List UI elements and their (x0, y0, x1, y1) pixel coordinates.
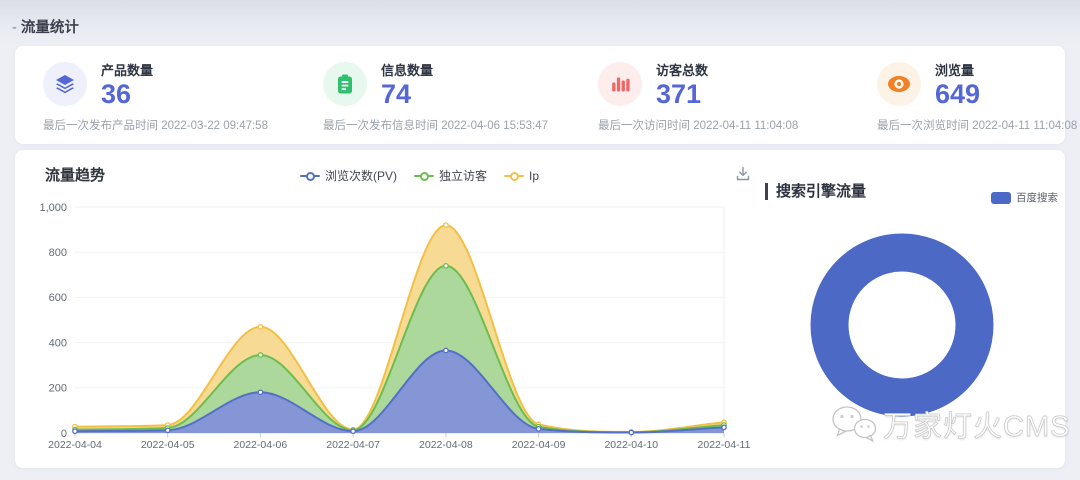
stat-subtitle: 最后一次发布信息时间 2022-04-06 15:53:47 (323, 120, 548, 133)
svg-text:400: 400 (49, 337, 67, 349)
eye-icon (877, 62, 921, 107)
line-marker-icon (504, 171, 525, 181)
stat-label: 产品数量 (101, 63, 154, 78)
legend-item-uv[interactable]: 独立访客 (414, 167, 487, 184)
trend-area-chart[interactable]: 0 200 400 600 800 1,000 2022-04-04 2022-04-05 20… (15, 150, 760, 462)
stat-label: 浏览量 (935, 63, 975, 78)
stat-value: 371 (656, 79, 702, 109)
stat-label: 信息数量 (381, 63, 434, 78)
clipboard-icon (323, 62, 367, 107)
svg-text:1,000: 1,000 (39, 202, 67, 214)
svg-text:2022-04-10: 2022-04-10 (604, 439, 658, 451)
top-gradient-bar (0, 0, 1080, 46)
line-marker-icon (300, 171, 320, 181)
stat-label: 访客总数 (656, 63, 709, 78)
stat-card-pageviews: 浏览量 649 最后一次浏览时间 2022-04-11 11:04:08 (877, 60, 1080, 133)
pie-legend-baidu[interactable]: 百度搜索 (991, 190, 1058, 205)
stat-card-visitors: 访客总数 371 最后一次访问时间 2022-04-11 11:04:08 (598, 60, 858, 133)
stat-value: 36 (101, 79, 132, 109)
stat-subtitle: 最后一次访问时间 2022-04-11 11:04:08 (598, 120, 799, 133)
svg-text:2022-04-09: 2022-04-09 (512, 439, 566, 451)
page-title-label: 流量统计 (20, 20, 79, 36)
download-icon[interactable] (734, 165, 752, 183)
stat-subtitle: 最后一次发布产品时间 2022-03-22 09:47:58 (43, 120, 268, 133)
donut-chart (810, 233, 994, 417)
svg-text:600: 600 (49, 292, 67, 304)
trend-legend: 浏览次数(PV) 独立访客 Ip (300, 167, 539, 184)
svg-text:0: 0 (61, 428, 67, 440)
legend-swatch-icon (991, 191, 1011, 204)
search-engine-chart-title: 搜索引擎流量 (765, 183, 866, 200)
svg-text:800: 800 (49, 247, 67, 259)
svg-text:2022-04-04: 2022-04-04 (48, 439, 102, 451)
svg-text:2022-04-08: 2022-04-08 (419, 439, 473, 451)
bar-chart-icon (598, 62, 642, 107)
stat-card-products: 产品数量 36 最后一次发布产品时间 2022-03-22 09:47:58 (43, 60, 303, 133)
stat-value: 74 (381, 79, 412, 109)
charts-panel: 流量趋势 浏览次数(PV) 独立访客 Ip 0 200 400 600 800 1,000… (15, 150, 1070, 468)
layers-icon (43, 62, 87, 107)
svg-text:200: 200 (49, 383, 67, 395)
line-marker-icon (414, 171, 435, 181)
page-title-dash: - (12, 20, 17, 36)
svg-text:2022-04-05: 2022-04-05 (141, 439, 195, 451)
svg-text:2022-04-11: 2022-04-11 (698, 439, 751, 451)
stat-value: 649 (935, 79, 981, 109)
svg-text:2022-04-07: 2022-04-07 (326, 439, 380, 451)
svg-text:2022-04-06: 2022-04-06 (234, 439, 288, 451)
stat-card-messages: 信息数量 74 最后一次发布信息时间 2022-04-06 15:53:47 (323, 60, 583, 133)
legend-item-ip[interactable]: Ip (504, 169, 539, 183)
stat-subtitle: 最后一次浏览时间 2022-04-11 11:04:08 (877, 120, 1078, 133)
page-title: - 流量统计 (12, 16, 79, 37)
trend-chart-title: 流量趋势 (45, 167, 106, 184)
legend-item-pv[interactable]: 浏览次数(PV) (300, 167, 397, 184)
stats-panel: 产品数量 36 最后一次发布产品时间 2022-03-22 09:47:58 信… (15, 46, 1077, 144)
donut-slice-baidu[interactable] (810, 233, 994, 417)
